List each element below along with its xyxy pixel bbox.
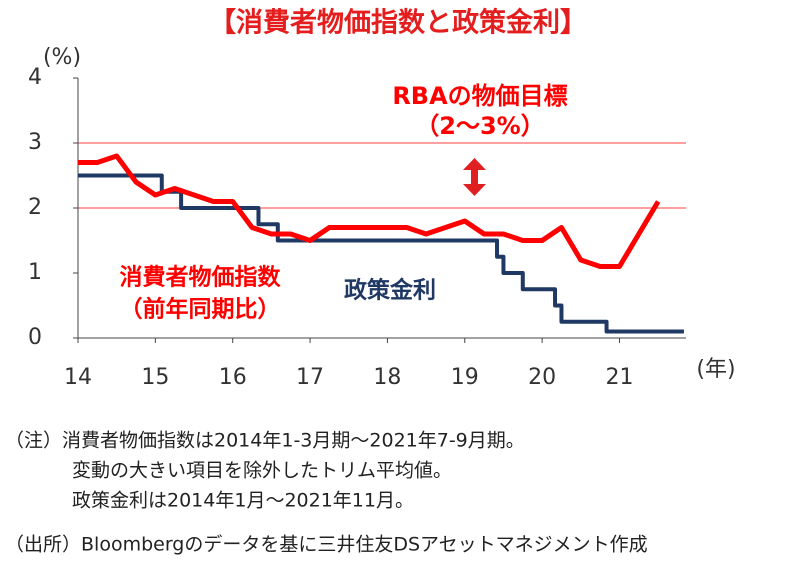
double-arrow [463, 158, 486, 196]
series-label-note: （前年同期比） [120, 296, 281, 323]
note: 変動の大きい項目を除外したトリム平均値。 [72, 460, 452, 482]
x-tick-label: 21 [605, 365, 633, 390]
y-tick-label: 1 [28, 260, 42, 285]
x-tick-label: 19 [451, 365, 479, 390]
x-tick-label: 16 [219, 365, 247, 390]
y-tick-label: 0 [28, 325, 42, 350]
note: （出所）Bloombergのデータを基に三井住友DSアセットマネジメント作成 [5, 534, 648, 556]
y-unit: (%) [43, 45, 81, 70]
y-tick-label: 4 [28, 65, 42, 90]
x-tick-label: 14 [64, 365, 92, 390]
chart-title: 【消費者物価指数と政策金利】 [209, 7, 587, 39]
x-tick-label: 17 [296, 365, 324, 390]
y-tick-label: 2 [28, 195, 42, 220]
x-unit: (年) [696, 357, 735, 382]
y-tick-label: 3 [28, 130, 42, 155]
x-tick-label: 20 [528, 365, 556, 390]
x-tick-label: 18 [373, 365, 401, 390]
x-tick-label: 15 [141, 365, 169, 390]
series-line [78, 153, 661, 269]
note: （注）消費者物価指数は2014年1-3月期～2021年7-9月期。 [5, 430, 525, 452]
series-line [78, 173, 684, 334]
series-label: 消費者物価指数 [120, 264, 282, 291]
series-label: 政策金利 [344, 277, 436, 304]
annotation: RBAの物価目標 [392, 82, 567, 110]
note: 政策金利は2014年1月～2021年11月。 [72, 490, 414, 512]
annotation: （2～3%） [415, 112, 544, 140]
